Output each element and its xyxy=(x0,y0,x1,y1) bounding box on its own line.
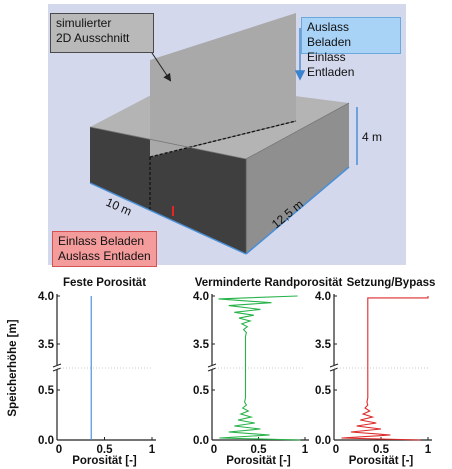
y-tick-label-2-3: 4.0 xyxy=(193,291,209,303)
box-bottom-right-edge xyxy=(245,166,350,255)
outlet-label: Auslass Beladen Einlass Entladen xyxy=(301,17,401,79)
y-tick-label-1-1: 0.5 xyxy=(38,385,55,397)
axis-break-mark-b-1 xyxy=(52,367,62,372)
axis-break-mark-a-1 xyxy=(52,363,62,368)
y-tick-label-3-1: 0.5 xyxy=(315,385,332,397)
y-tick-label-1-2: 3.5 xyxy=(38,339,55,351)
inlet-label-line1: Einlass Beladen xyxy=(58,234,145,248)
simulated-section-label-line1: simulierter xyxy=(56,16,112,30)
box-side-face xyxy=(246,103,349,254)
series-line-2-1 xyxy=(218,295,301,441)
x-tick-label-2-2: 1 xyxy=(302,444,309,456)
y-tick-label-2-1: 0.5 xyxy=(193,385,210,397)
y-tick-label-2-2: 3.5 xyxy=(193,339,210,351)
axis-break-gap-2 xyxy=(208,365,216,370)
chart-title-2: Verminderte Randporosität xyxy=(195,277,343,289)
outlet-label-line1: Auslass Beladen xyxy=(307,20,352,49)
axis-break-gap-3 xyxy=(330,365,338,370)
axis-break-gap-1 xyxy=(53,365,61,370)
height-label: 4 m xyxy=(362,130,382,144)
outlet-label-line2: Einlass Entladen xyxy=(307,50,355,79)
x-tick-label-3-0: 0 xyxy=(333,444,339,456)
x-tick-label-3-1: 0.5 xyxy=(373,444,390,456)
y-axis-label-1: Speicherhöhe [m] xyxy=(7,319,19,416)
axis-break-mark-b-3 xyxy=(329,367,339,372)
inlet-label-line2: Auslass Entladen xyxy=(58,249,151,263)
porosity-charts: Feste Porosität 0.0 0.5 3.5 4.0 0 0.5 1 Porositä… xyxy=(7,277,435,467)
x-tick-label-1-1: 0.5 xyxy=(97,444,114,456)
inlet-label: Einlass Beladen Auslass Entladen xyxy=(52,231,157,267)
axis-break-mark-a-2 xyxy=(207,363,217,368)
y-tick-label-3-0: 0.0 xyxy=(315,435,331,447)
y-tick-label-1-0: 0.0 xyxy=(38,435,54,447)
x-tick-label-1-0: 0 xyxy=(56,444,62,456)
simulated-slice xyxy=(150,13,296,157)
y-tick-label-3-3: 4.0 xyxy=(315,291,331,303)
x-tick-label-1-2: 1 xyxy=(149,444,156,456)
box-front-face xyxy=(90,127,246,254)
chart-title-3: Setzung/Bypass xyxy=(347,277,436,289)
pointer-arrow xyxy=(149,49,172,82)
y-tick-label-3-2: 3.5 xyxy=(315,339,332,351)
box-bottom-edge xyxy=(89,182,247,255)
section-line-top xyxy=(149,120,297,158)
x-tick-label-3-2: 1 xyxy=(425,444,432,456)
x-axis-label-1: Porosität [-] xyxy=(72,455,137,467)
x-tick-label-2-0: 0 xyxy=(211,444,217,456)
series-line-3-1 xyxy=(341,296,429,441)
y-tick-label-2-0: 0.0 xyxy=(193,435,209,447)
simulated-section-label-line2: 2D Ausschnitt xyxy=(56,31,130,45)
x-axis-label-2: Porosität [-] xyxy=(226,455,291,467)
x-tick-label-2-1: 0.5 xyxy=(251,444,268,456)
x-axis-label-3: Porosität [-] xyxy=(349,455,414,467)
chart-title-1: Feste Porosität xyxy=(63,277,146,289)
axis-break-mark-b-2 xyxy=(207,367,217,372)
simulated-section-label: simulierter 2D Ausschnitt xyxy=(50,13,154,53)
axis-break-mark-a-3 xyxy=(329,363,339,368)
y-tick-label-1-3: 4.0 xyxy=(38,291,54,303)
